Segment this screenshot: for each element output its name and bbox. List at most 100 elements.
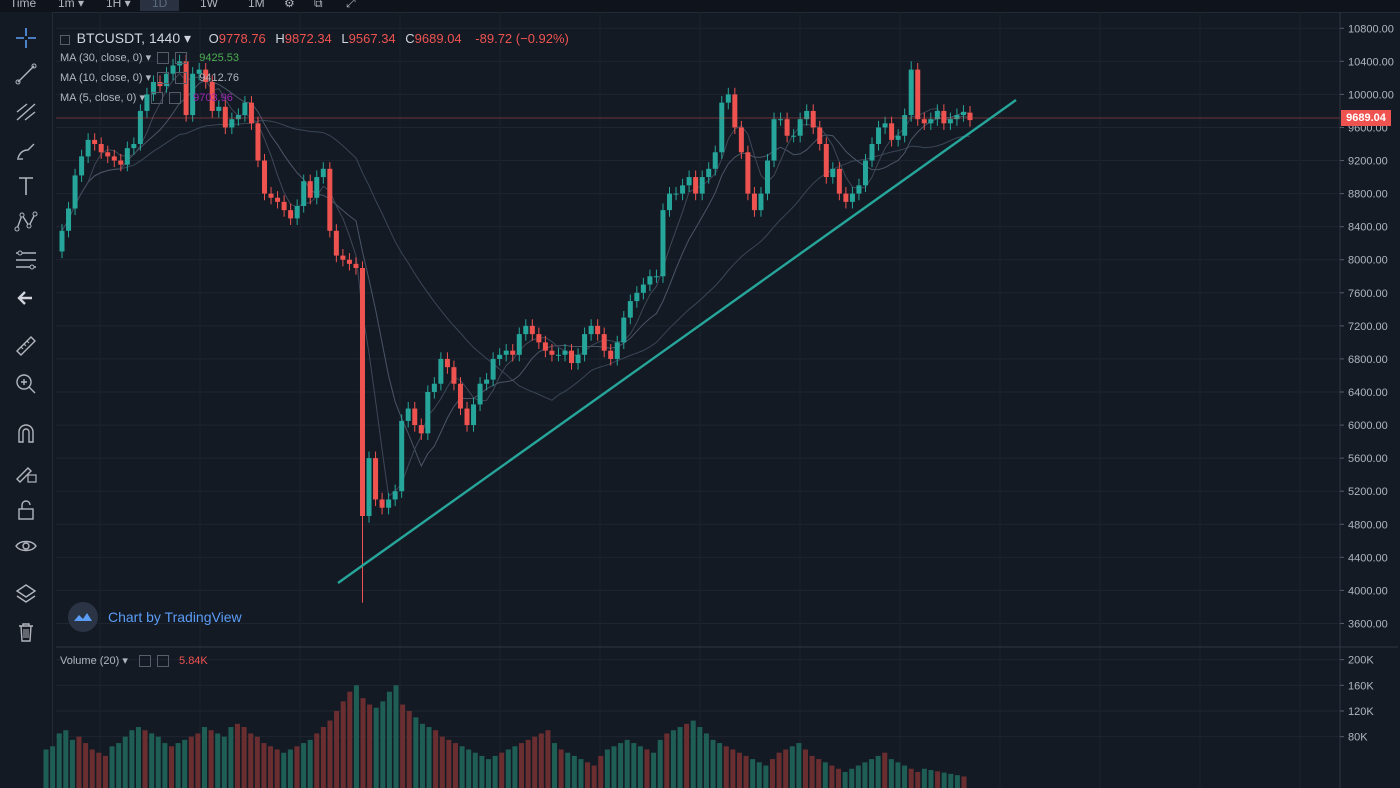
volume-bar xyxy=(268,746,274,788)
ma-10-close-icon[interactable] xyxy=(175,72,188,85)
candle-body xyxy=(725,94,731,103)
volume-bar xyxy=(756,762,762,788)
candle-body xyxy=(92,139,98,144)
magnet-icon[interactable] xyxy=(12,420,40,448)
ma-10-settings-icon[interactable] xyxy=(157,72,170,85)
crosshair-icon[interactable] xyxy=(12,24,40,52)
ma-30-line xyxy=(61,119,970,401)
volume-close-icon[interactable] xyxy=(156,655,169,668)
volume-bar xyxy=(439,736,445,788)
ma-30-row[interactable]: MA (30, close, 0) ▾ 9425.53 xyxy=(60,48,569,68)
volume-bar xyxy=(769,759,775,788)
volume-bar xyxy=(525,739,531,788)
collapse-legend-icon[interactable] xyxy=(60,34,70,45)
lock-icon[interactable] xyxy=(12,496,40,524)
brush-icon[interactable] xyxy=(12,136,40,164)
settings-gear-icon[interactable]: ⚙ xyxy=(284,0,295,10)
tradingview-watermark[interactable]: Chart by TradingView xyxy=(68,602,242,632)
ruler-icon[interactable] xyxy=(12,332,40,360)
candle-body xyxy=(196,69,202,74)
volume-bar xyxy=(76,736,82,788)
interval-1w-button[interactable]: 1W xyxy=(200,0,218,10)
ma-5-settings-icon[interactable] xyxy=(151,92,164,105)
volume-bar xyxy=(558,749,564,788)
ma-30-close-icon[interactable] xyxy=(175,52,188,65)
pattern-icon[interactable] xyxy=(12,208,40,236)
ma-5-row[interactable]: MA (5, close, 0) ▾ 9703.96 xyxy=(60,88,569,108)
volume-bar xyxy=(188,736,194,788)
ma-5-close-icon[interactable] xyxy=(169,92,182,105)
volume-bar xyxy=(195,733,201,788)
candle-body xyxy=(190,73,196,116)
volume-bar xyxy=(717,743,723,788)
volume-bar xyxy=(730,749,736,788)
volume-bar xyxy=(479,755,485,788)
candle-body xyxy=(882,123,888,128)
volume-bar xyxy=(862,762,868,788)
volume-bar xyxy=(221,736,227,788)
zoom-icon[interactable] xyxy=(12,370,40,398)
price-tick-label: 8400.00 xyxy=(1348,222,1388,234)
volume-bar xyxy=(466,749,472,788)
candle-body xyxy=(242,102,248,116)
back-arrow-icon[interactable] xyxy=(12,284,40,312)
volume-bar xyxy=(888,759,894,788)
volume-bar xyxy=(789,746,795,788)
interval-1h-button[interactable]: 1H ▾ xyxy=(106,0,131,10)
volume-bar xyxy=(360,698,366,788)
volume-bar xyxy=(690,720,696,788)
ma-10-row[interactable]: MA (10, close, 0) ▾ 9412.76 xyxy=(60,68,569,88)
interval-1d-button[interactable]: 1D xyxy=(140,0,180,11)
volume-bar xyxy=(921,768,927,788)
fib-retracement-icon[interactable] xyxy=(12,246,40,274)
candle-body xyxy=(921,119,927,124)
candle-body xyxy=(680,185,686,194)
candle-body xyxy=(222,106,228,128)
volume-bar xyxy=(783,749,789,788)
symbol-label[interactable]: BTCUSDT, 1440 ▾ xyxy=(76,30,192,46)
eye-icon[interactable] xyxy=(12,532,40,560)
candle-body xyxy=(124,148,130,165)
ma-30-label[interactable]: MA (30, close, 0) ▾ xyxy=(60,52,152,64)
interval-1m-button[interactable]: 1m ▾ xyxy=(58,0,85,10)
candle-body xyxy=(235,115,241,120)
fullscreen-icon[interactable]: ⤢ xyxy=(346,0,356,10)
trash-icon[interactable] xyxy=(12,618,40,646)
volume-bar xyxy=(829,765,835,788)
volume-bar xyxy=(320,727,326,788)
open-label: O xyxy=(208,31,219,46)
indicators-icon[interactable]: ⧉ xyxy=(314,0,323,10)
candle-body xyxy=(392,491,398,500)
candle-body xyxy=(823,144,829,178)
candle-body xyxy=(373,458,379,500)
volume-bar xyxy=(413,717,419,788)
volume-settings-icon[interactable] xyxy=(138,655,151,668)
ma-30-settings-icon[interactable] xyxy=(157,52,170,65)
text-icon[interactable] xyxy=(12,172,40,200)
price-tick-label: 6000.00 xyxy=(1348,420,1388,432)
candle-body xyxy=(150,82,156,95)
pitchfork-icon[interactable] xyxy=(12,98,40,126)
trend-line-icon[interactable] xyxy=(12,60,40,88)
volume-bar xyxy=(393,685,399,788)
volume-label[interactable]: Volume (20) ▾ xyxy=(60,655,128,667)
volume-bar xyxy=(902,765,908,788)
watermark-text[interactable]: Chart by TradingView xyxy=(108,609,242,625)
candle-body xyxy=(569,350,575,364)
ma-10-label[interactable]: MA (10, close, 0) ▾ xyxy=(60,72,152,84)
price-tick-label: 5200.00 xyxy=(1348,486,1388,498)
volume-bar xyxy=(353,685,359,788)
candle-body xyxy=(359,268,365,516)
volume-bar xyxy=(935,771,941,788)
candle-body xyxy=(712,152,718,169)
candle-body xyxy=(758,193,764,211)
candle-body xyxy=(366,458,372,516)
candle-body xyxy=(745,152,751,194)
lock-drawings-icon[interactable] xyxy=(12,458,40,486)
layers-icon[interactable] xyxy=(12,580,40,608)
volume-bar xyxy=(235,723,241,788)
interval-1m-month-button[interactable]: 1M xyxy=(248,0,265,10)
ma-5-label[interactable]: MA (5, close, 0) ▾ xyxy=(60,92,145,104)
volume-tick-label: 160K xyxy=(1348,680,1374,692)
